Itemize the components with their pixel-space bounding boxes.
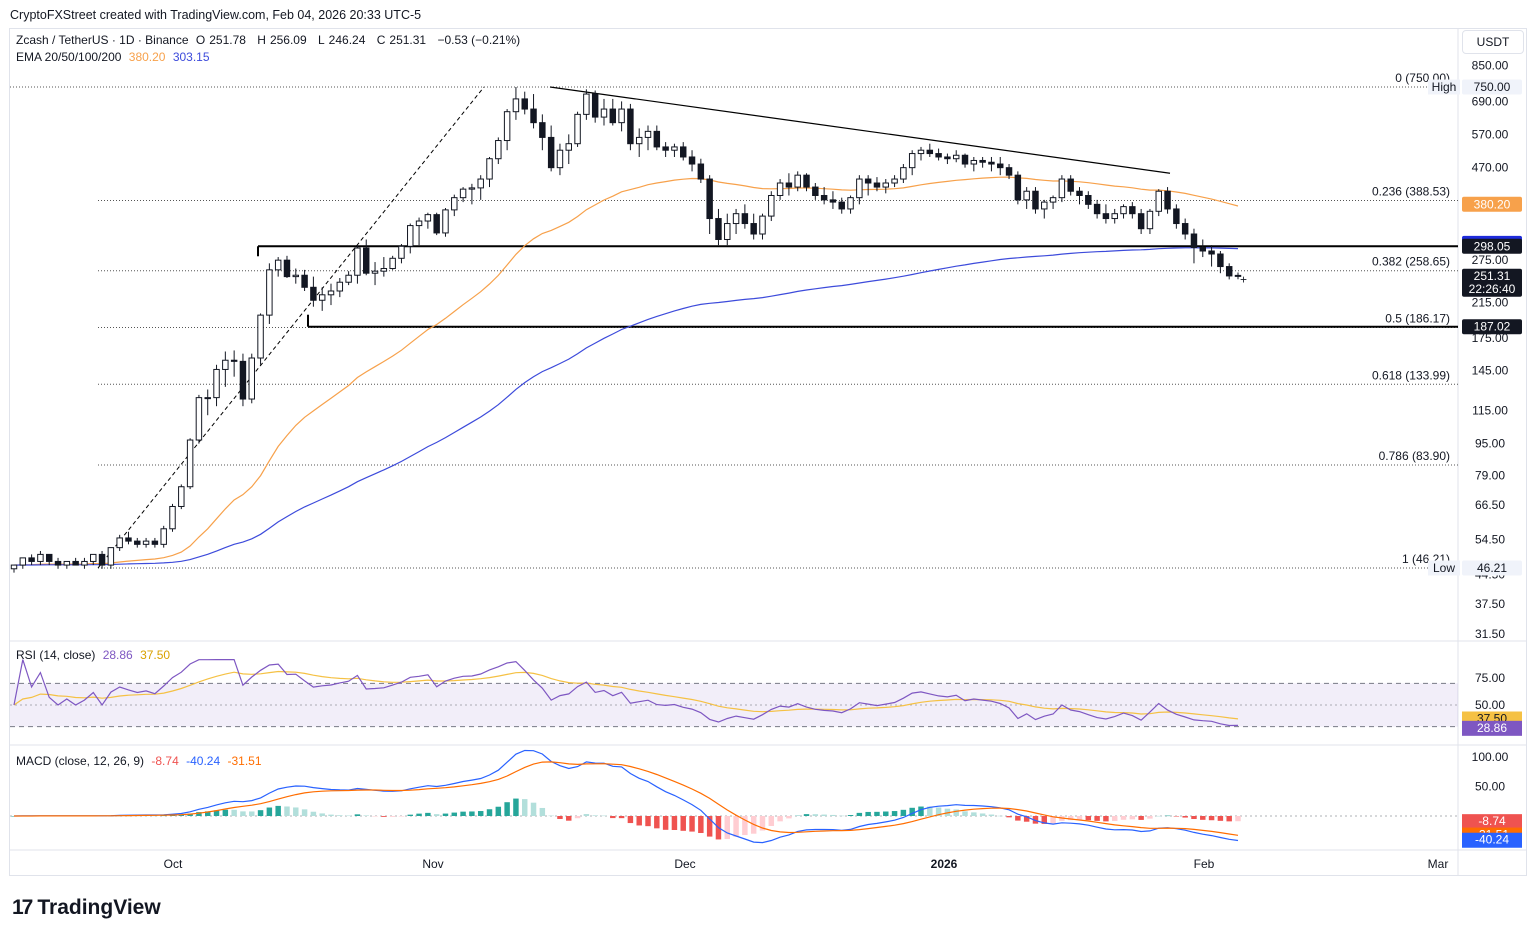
ema-label: EMA 20/50/100/200 (16, 50, 122, 64)
rsi-ma-value: 37.50 (140, 648, 171, 662)
tradingview-logo-icon: 17 (12, 896, 33, 919)
high-value: 256.09 (269, 33, 307, 47)
rsi-legend[interactable]: RSI (14, close) 28.86 37.50 (16, 648, 174, 662)
low-label: L (317, 33, 325, 47)
close-value: 251.31 (389, 33, 427, 47)
rsi-label: RSI (14, close) (16, 648, 96, 662)
close-label: C (376, 33, 386, 47)
chart-frame (9, 28, 1527, 876)
change-value: −0.53 (−0.21%) (437, 33, 521, 47)
macd-line-value: -40.24 (186, 754, 221, 768)
macd-label: MACD (close, 12, 26, 9) (16, 754, 145, 768)
chart-credit: CryptoFXStreet created with TradingView.… (10, 8, 422, 22)
ema-legend[interactable]: EMA 20/50/100/200 380.20 303.15 (16, 50, 214, 64)
ema200-value: 303.15 (172, 50, 210, 64)
macd-signal-value: -31.51 (227, 754, 262, 768)
macd-hist-value: -8.74 (151, 754, 179, 768)
currency-button[interactable]: USDT (1462, 30, 1524, 54)
rsi-value: 28.86 (102, 648, 133, 662)
ema50-value: 380.20 (128, 50, 166, 64)
symbol-legend: Zcash / TetherUS · 1D · Binance O 251.78 … (16, 33, 524, 47)
low-value: 246.24 (328, 33, 366, 47)
high-label: H (257, 33, 266, 47)
macd-legend[interactable]: MACD (close, 12, 26, 9) -8.74 -40.24 -31… (16, 754, 266, 768)
open-value: 251.78 (209, 33, 246, 47)
open-label: O (195, 33, 206, 47)
tradingview-logo[interactable]: 17 TradingView (12, 896, 161, 919)
symbol-title[interactable]: Zcash / TetherUS · 1D · Binance (16, 33, 189, 47)
